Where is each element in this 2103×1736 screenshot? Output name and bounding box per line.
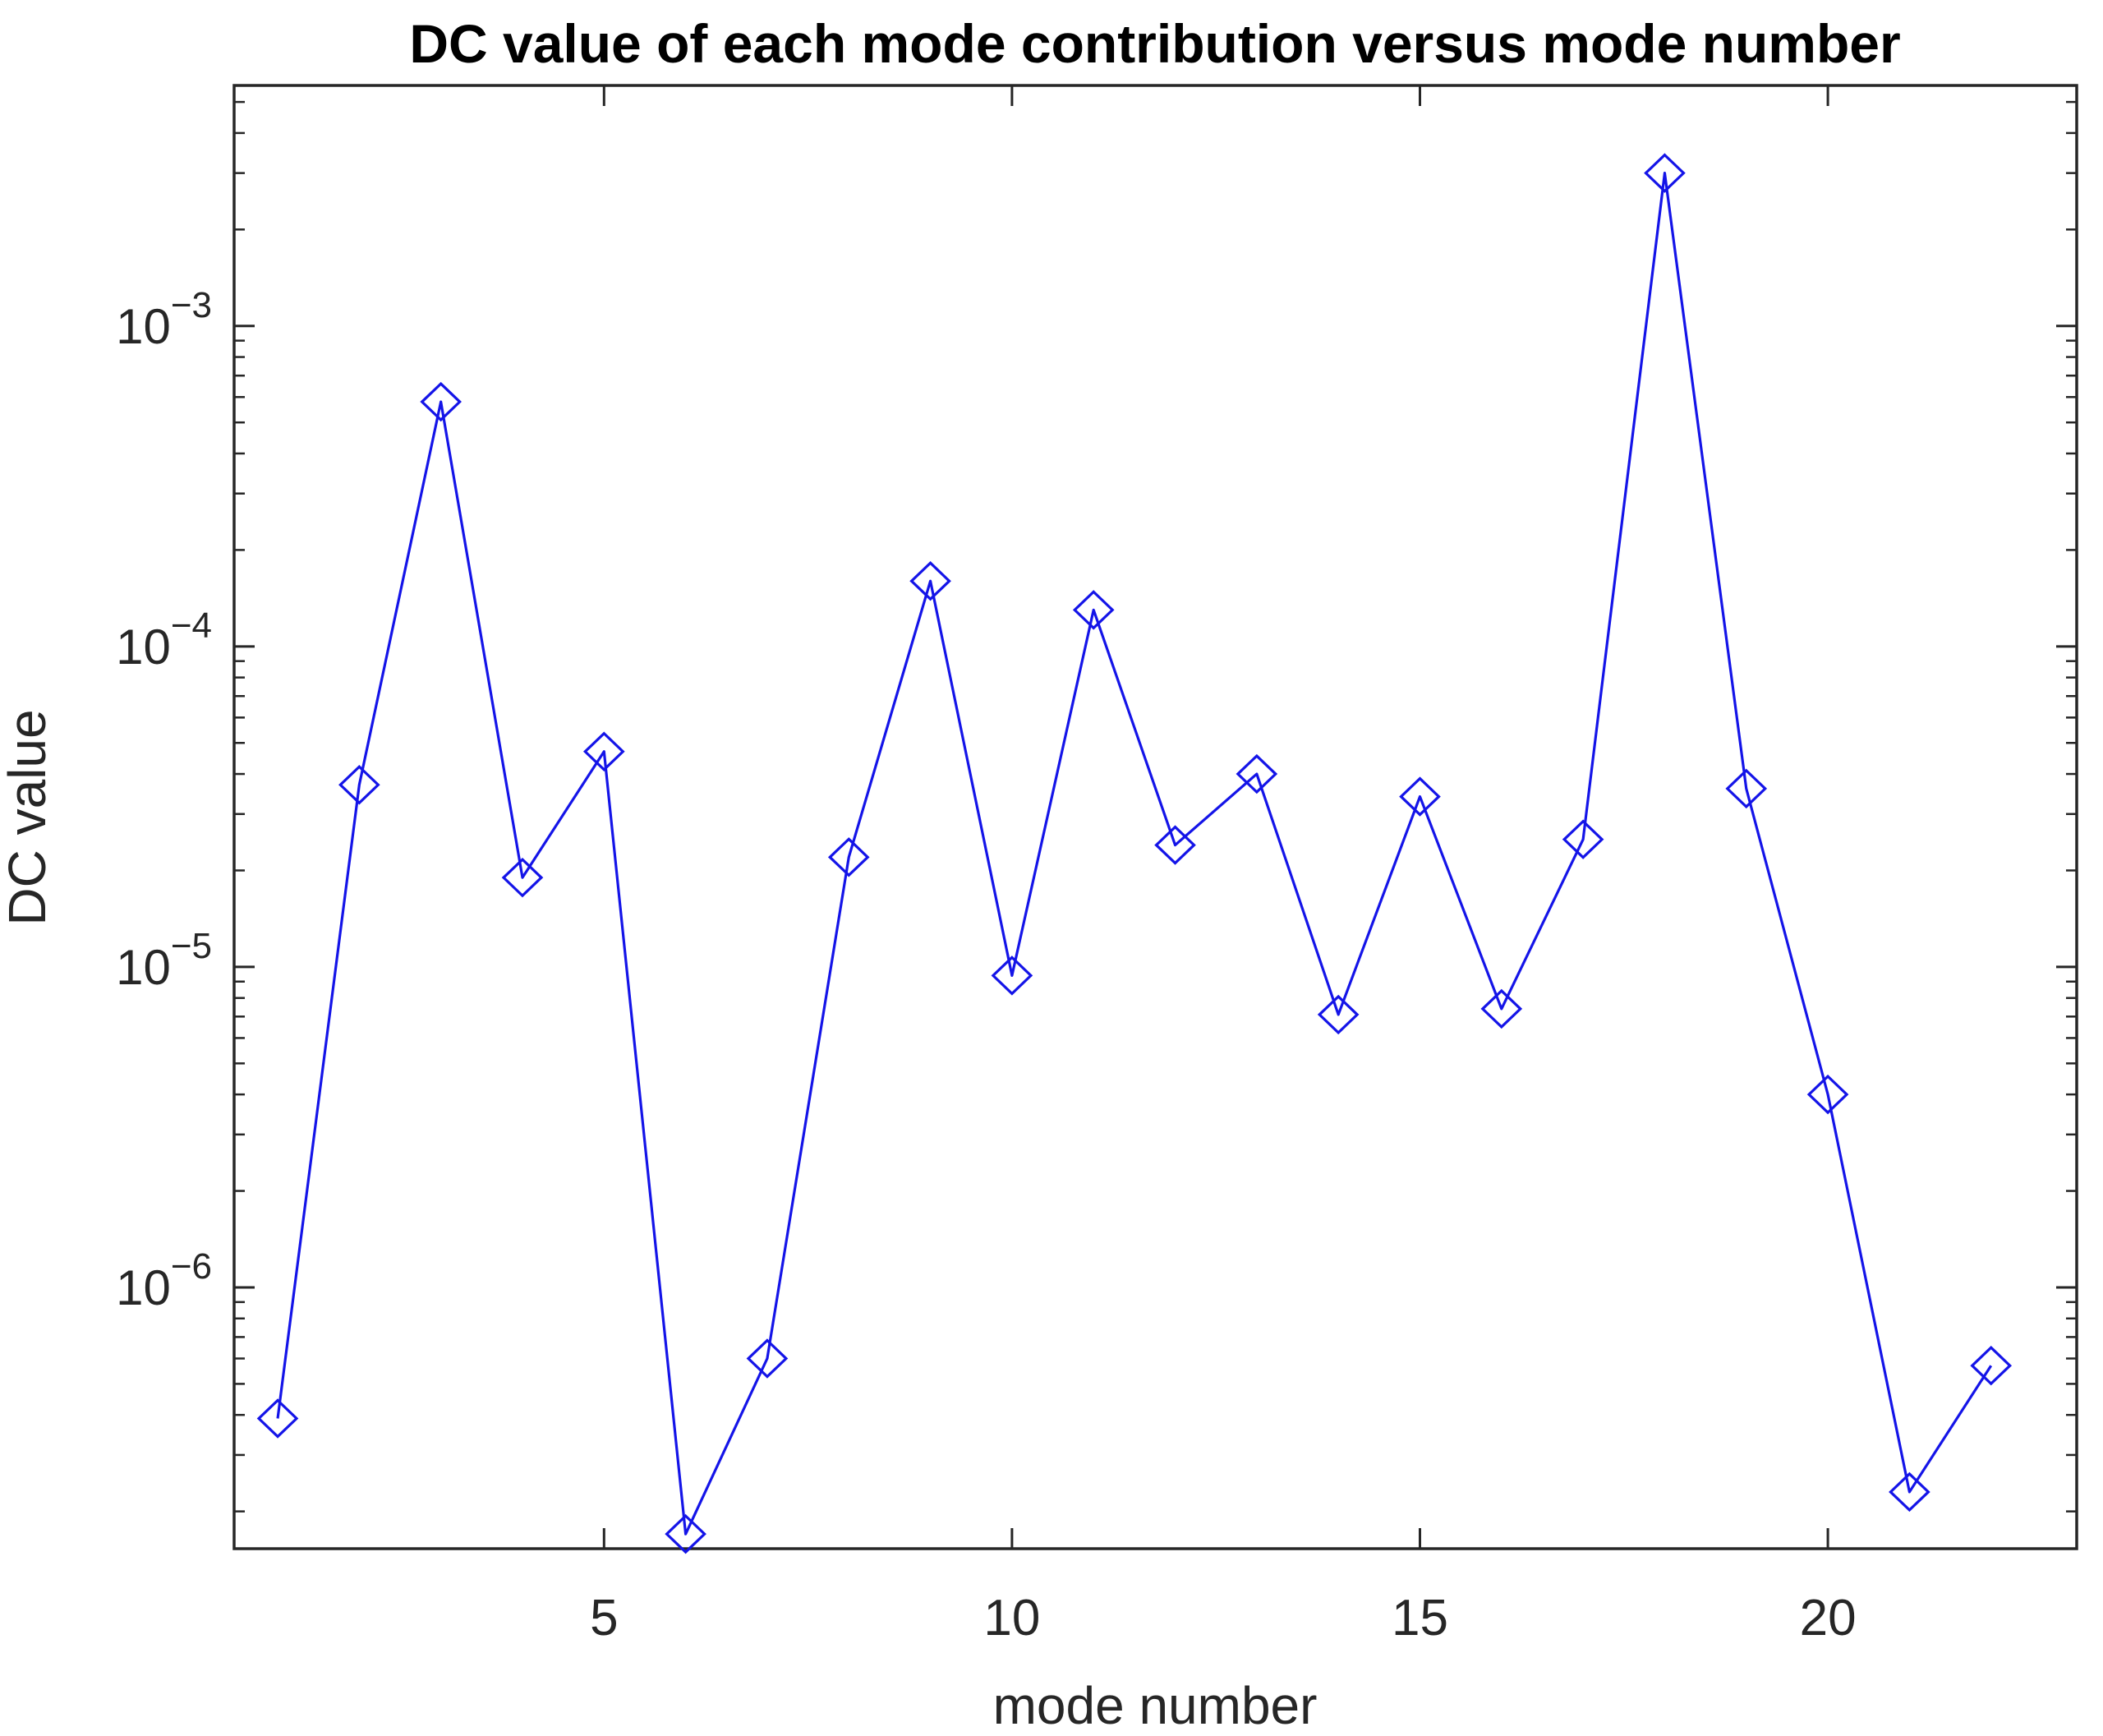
data-line xyxy=(276,172,1993,1536)
data-point-marker xyxy=(1236,753,1278,794)
data-point-marker xyxy=(1889,1471,1930,1513)
x-tick-label: 20 xyxy=(1800,1590,1857,1646)
data-point-marker xyxy=(1154,825,1196,865)
x-axis-label: mode number xyxy=(993,1676,1318,1735)
chart-title: DC value of each mode contribution versu… xyxy=(409,13,1900,74)
data-point-marker xyxy=(1317,994,1360,1035)
y-axis-label: DC value xyxy=(0,709,57,925)
data-point-marker xyxy=(256,1398,299,1439)
axes-layer: 5 10 15 20 10−3 10−4 10−5 10−6 xyxy=(116,84,2078,1646)
y-tick-label: 10−5 xyxy=(116,926,212,995)
data-point-marker xyxy=(420,381,462,422)
data-point-marker xyxy=(746,1338,789,1379)
data-point-marker xyxy=(1725,768,1768,809)
y-tick-label: 10−4 xyxy=(116,606,212,675)
plot-box xyxy=(232,84,2078,1550)
y-tick-label: 10−6 xyxy=(116,1246,212,1315)
data-point-marker xyxy=(1399,776,1441,817)
data-point-marker xyxy=(1072,590,1115,630)
data-point-marker xyxy=(501,857,544,898)
data-point-marker xyxy=(1806,1074,1849,1115)
data-point-marker xyxy=(582,731,625,771)
data-point-marker xyxy=(909,560,951,601)
data-point-marker xyxy=(665,1513,706,1554)
y-tick-label: 10−3 xyxy=(116,285,212,354)
data-point-marker xyxy=(1970,1345,2013,1386)
x-tick-label: 5 xyxy=(590,1590,618,1646)
data-series-layer xyxy=(256,153,2013,1554)
data-point-marker xyxy=(338,765,380,805)
x-tick-label: 10 xyxy=(983,1590,1040,1646)
data-point-marker xyxy=(1562,819,1604,859)
data-point-marker xyxy=(991,955,1033,996)
data-point-marker xyxy=(827,837,870,877)
data-point-marker xyxy=(1480,988,1523,1029)
x-tick-label: 15 xyxy=(1392,1590,1448,1646)
data-point-marker xyxy=(1644,153,1686,193)
